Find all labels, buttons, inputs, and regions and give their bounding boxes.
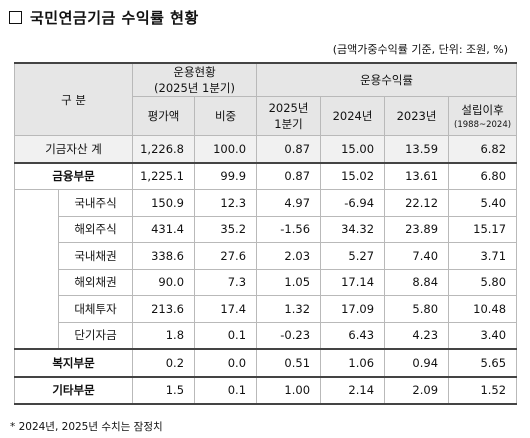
table-row: 단기자금 1.8 0.1 -0.23 6.43 4.23 3.40 [15,321,518,350]
header-category: 구 분 [13,62,134,136]
cell-weight: 7.3 [194,268,258,296]
cell-since: 6.82 [448,135,518,163]
row-label: 해외채권 [57,268,134,296]
cell-valuation: 90.0 [132,268,196,296]
table-row: 국내주식 150.9 12.3 4.97 -6.94 22.12 5.40 [14,189,518,349]
cell-2024: 34.32 [320,215,386,243]
cell-2024: 5.27 [320,242,386,270]
cell-2024: 1.06 [320,348,386,377]
cell-weight: 17.4 [194,295,258,323]
cell-since: 3.40 [448,321,518,350]
cell-valuation: 1,226.8 [132,135,196,163]
cell-q1-2025: -0.23 [256,321,322,350]
row-label: 대체투자 [57,295,134,323]
cell-2024: 15.00 [320,135,386,163]
page-title: 국민연금기금 수익률 현황 [9,7,199,28]
table-row: 해외채권 90.0 7.3 1.05 17.14 8.84 5.80 [15,268,518,296]
row-label: 국내주식 [57,189,134,217]
cell-since: 6.80 [448,161,518,190]
cell-since: 5.65 [448,348,518,377]
cell-2023: 8.84 [384,268,450,296]
cell-2023: 22.12 [384,189,450,217]
cell-2024: 15.02 [320,161,386,190]
header-operation-status: 운용현황 (2025년 1분기) [132,62,258,97]
cell-2023: 5.80 [384,295,450,323]
cell-weight: 0.1 [194,321,258,350]
title-text: 국민연금기금 수익률 현황 [30,9,199,27]
cell-since: 10.48 [448,295,518,323]
cell-q1-2025: 0.51 [256,348,322,377]
cell-2023: 7.40 [384,242,450,270]
cell-weight: 100.0 [194,135,258,163]
cell-q1-2025: 0.87 [256,161,322,190]
header-since-inception: 설립이후 (1988~2024) [448,96,518,136]
cell-since: 15.17 [448,215,518,243]
cell-since: 5.40 [448,189,518,217]
cell-valuation: 431.4 [132,215,196,243]
cell-valuation: 150.9 [132,189,196,217]
cell-2023: 23.89 [384,215,450,243]
cell-q1-2025: 1.05 [256,268,322,296]
cell-weight: 99.9 [194,161,258,190]
footnote: * 2024년, 2025년 수치는 잠정치 [10,421,163,433]
cell-q1-2025: 1.00 [256,375,322,405]
cell-q1-2025: 1.32 [256,295,322,323]
cell-q1-2025: 4.97 [256,189,322,217]
row-label: 기타부문 [13,375,134,405]
row-label: 해외주식 [57,215,134,243]
cell-2023: 13.59 [384,135,450,163]
cell-weight: 35.2 [194,215,258,243]
cell-2023: 13.61 [384,161,450,190]
row-label: 기금자산 계 [13,135,134,163]
row-label: 국내채권 [57,242,134,270]
cell-weight: 27.6 [194,242,258,270]
cell-2024: 2.14 [320,375,386,405]
row-label: 복지부문 [13,348,134,377]
header-weight: 비중 [194,96,258,136]
cell-2023: 2.09 [384,375,450,405]
table-row: 복지부문 0.2 0.0 0.51 1.06 0.94 5.65 [13,348,518,377]
cell-2024: -6.94 [320,189,386,217]
header-2023: 2023년 [384,96,450,136]
header-valuation: 평가액 [132,96,196,136]
cell-q1-2025: 2.03 [256,242,322,270]
cell-2024: 6.43 [320,321,386,350]
cell-weight: 12.3 [194,189,258,217]
table-row: 금융부문 1,225.1 99.9 0.87 15.02 13.61 6.80 [13,161,518,190]
table-row: 국내채권 338.6 27.6 2.03 5.27 7.40 3.71 [15,242,518,270]
indent-spacer [14,189,59,349]
unit-note: (금액가중수익률 기준, 단위: 조원, %) [332,43,508,56]
return-rate-table: 구 분 운용현황 (2025년 1분기) 운용수익률 평가액 비중 2025년 1분… [13,62,518,405]
cell-valuation: 1,225.1 [132,161,196,190]
cell-since: 3.71 [448,242,518,270]
header-return-rate: 운용수익률 [256,62,518,97]
header-q1-2025: 2025년 1분기 [256,96,322,136]
cell-valuation: 0.2 [132,348,196,377]
cell-valuation: 338.6 [132,242,196,270]
cell-valuation: 213.6 [132,295,196,323]
table-row: 기타부문 1.5 0.1 1.00 2.14 2.09 1.52 [13,375,518,405]
row-label: 금융부문 [13,161,134,190]
cell-weight: 0.1 [194,375,258,405]
cell-2023: 4.23 [384,321,450,350]
cell-q1-2025: -1.56 [256,215,322,243]
checkbox-square-icon [9,11,22,24]
cell-2024: 17.14 [320,268,386,296]
cell-2023: 0.94 [384,348,450,377]
row-label: 단기자금 [57,321,134,350]
table-row: 해외주식 431.4 35.2 -1.56 34.32 23.89 15.17 [15,215,518,243]
cell-since: 5.80 [448,268,518,296]
cell-q1-2025: 0.87 [256,135,322,163]
cell-since: 1.52 [448,375,518,405]
table-row: 대체투자 213.6 17.4 1.32 17.09 5.80 10.48 [15,295,518,323]
cell-valuation: 1.8 [132,321,196,350]
cell-2024: 17.09 [320,295,386,323]
table-row: 기금자산 계 1,226.8 100.0 0.87 15.00 13.59 6.… [13,135,518,163]
cell-valuation: 1.5 [132,375,196,405]
cell-weight: 0.0 [194,348,258,377]
header-2024: 2024년 [320,96,386,136]
